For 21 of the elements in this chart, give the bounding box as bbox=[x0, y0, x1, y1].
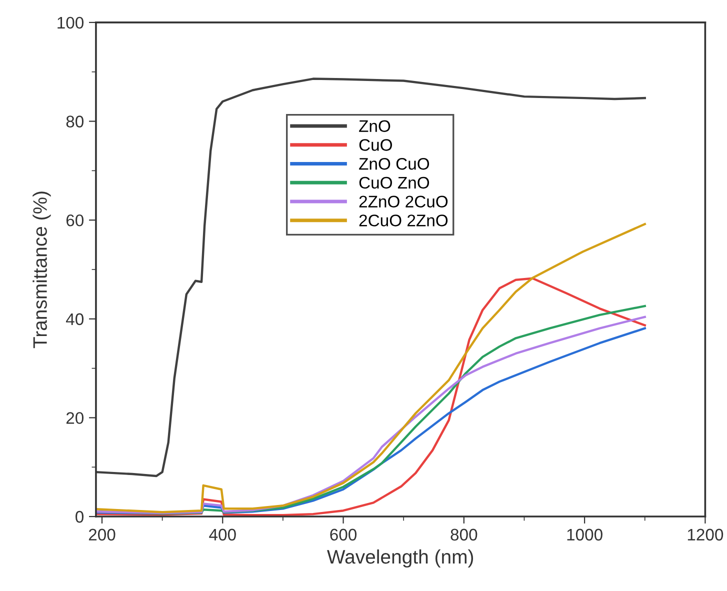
y-tick-label: 60 bbox=[66, 214, 84, 226]
legend-label: ZnO CuO bbox=[359, 158, 430, 170]
legend-label: CuO ZnO bbox=[359, 176, 430, 189]
line-series bbox=[96, 78, 646, 478]
legend-label: CuO bbox=[359, 139, 392, 151]
y-axis-title: Transmittance (%) bbox=[32, 192, 51, 348]
x-tick-label: 400 bbox=[209, 528, 236, 541]
x-tick-label: 1000 bbox=[567, 528, 602, 541]
y-tick-label: 0 bbox=[76, 510, 84, 523]
y-tick-label: 100 bbox=[58, 16, 84, 29]
y-tick-label: 20 bbox=[66, 412, 84, 424]
x-tick-label: 800 bbox=[450, 528, 478, 541]
legend-label: 2CuO 2ZnO bbox=[359, 214, 448, 226]
y-tick-label: 40 bbox=[66, 313, 84, 326]
y-tick-label: 80 bbox=[66, 116, 84, 128]
x-tick-label: 600 bbox=[330, 528, 357, 541]
legend-label: ZnO bbox=[359, 120, 390, 132]
x-axis-title: Wavelength (nm) bbox=[327, 549, 474, 568]
x-tick-label: 1200 bbox=[688, 528, 724, 541]
x-tick-label: 200 bbox=[88, 528, 116, 541]
legend-label: 2ZnO 2CuO bbox=[359, 196, 448, 208]
